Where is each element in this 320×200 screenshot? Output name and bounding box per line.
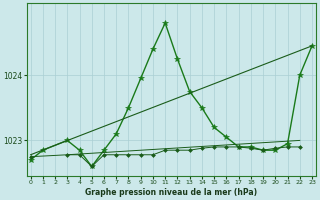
X-axis label: Graphe pression niveau de la mer (hPa): Graphe pression niveau de la mer (hPa) bbox=[85, 188, 257, 197]
